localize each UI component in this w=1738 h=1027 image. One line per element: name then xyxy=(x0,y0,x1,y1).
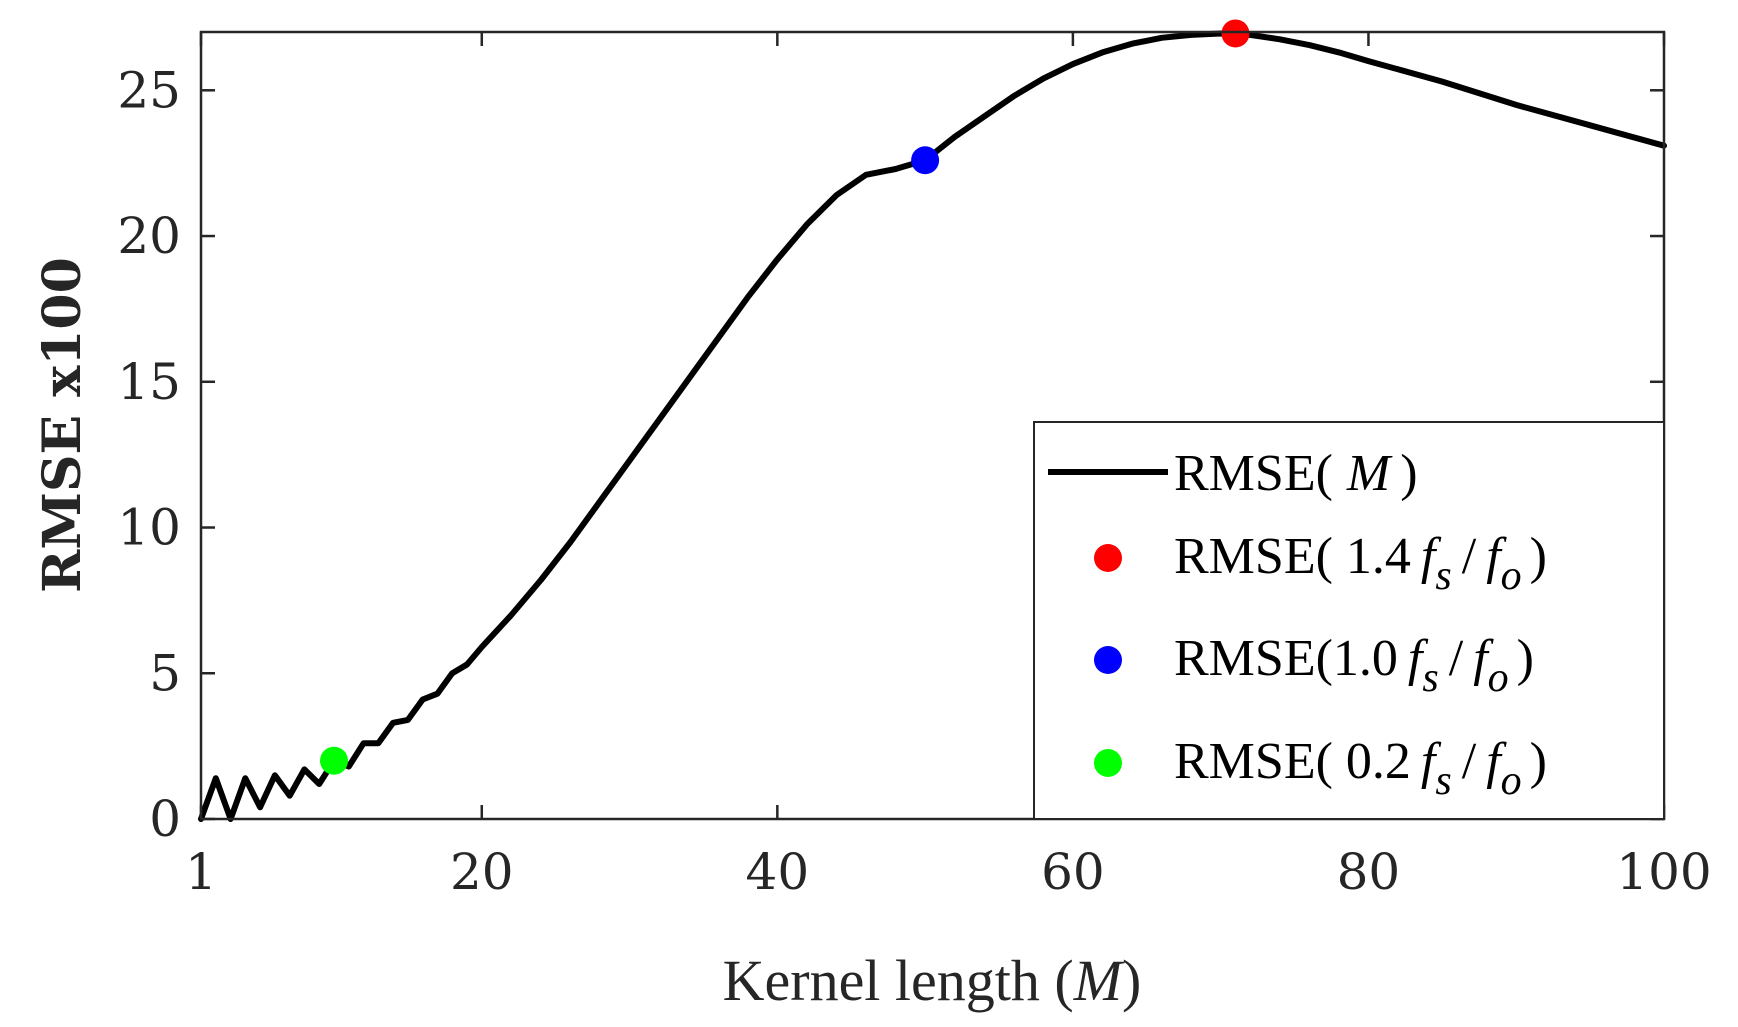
x-axis-label: Kernel length (M) xyxy=(723,948,1142,1013)
y-tick-label-0: 0 xyxy=(149,790,181,848)
legend: RMSE(M) RMSE( 1.4 fs / fo) RMSE(1.0 fs / fo) RMS… xyxy=(1033,421,1665,820)
data-marker-0 xyxy=(1221,19,1250,48)
data-marker-2 xyxy=(320,746,348,775)
x-tick-label-20: 20 xyxy=(450,843,514,901)
x-tick-label-40: 40 xyxy=(746,843,810,901)
x-tick-label-60: 60 xyxy=(1041,843,1105,901)
y-tick-label-20: 20 xyxy=(117,207,181,265)
legend-marker-swatch-2 xyxy=(1094,749,1122,777)
legend-label-marker-1: RMSE(1.0 fs / fo) xyxy=(1174,630,1534,701)
y-tick-label-10: 10 xyxy=(117,499,181,557)
legend-box xyxy=(1033,421,1665,820)
legend-marker-swatch-0 xyxy=(1094,544,1122,572)
legend-marker-swatch-1 xyxy=(1094,646,1122,674)
y-tick-label-15: 15 xyxy=(117,353,181,411)
y-axis-label: RMSE x100 xyxy=(32,257,93,593)
x-tick-label-80: 80 xyxy=(1337,843,1401,901)
y-tick-label-5: 5 xyxy=(149,644,181,702)
x-tick-label-1: 1 xyxy=(185,843,217,901)
x-tick-label-100: 100 xyxy=(1616,843,1711,901)
y-tick-label-25: 25 xyxy=(117,61,181,119)
legend-label-marker-0: RMSE( 1.4 fs / fo) xyxy=(1174,528,1547,599)
legend-label-line: RMSE(M) xyxy=(1174,445,1418,502)
legend-label-marker-2: RMSE( 0.2 fs / fo) xyxy=(1174,733,1547,804)
data-marker-1 xyxy=(911,146,940,175)
